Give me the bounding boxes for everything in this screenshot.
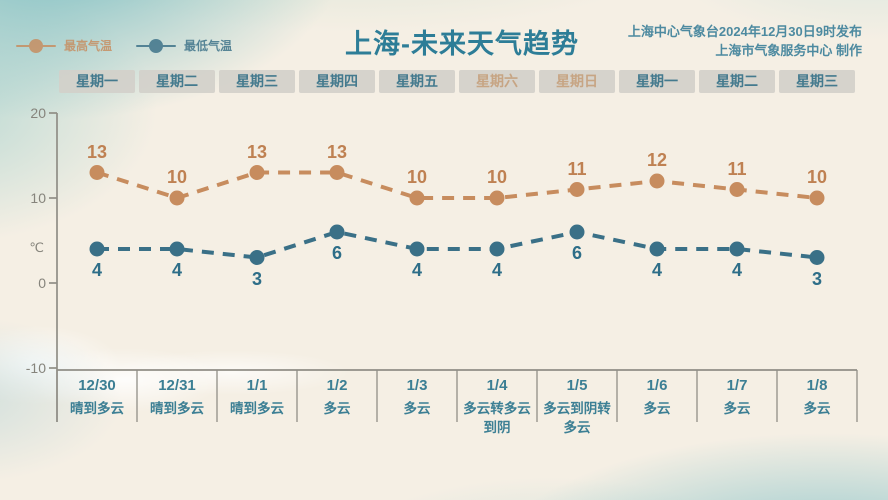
- high-temp-value-1/4: 10: [486, 167, 508, 187]
- weather-label: 多云到阴转多云: [543, 401, 611, 435]
- date-label: 1/3: [406, 377, 428, 394]
- legend-item-high-temp: 最高气温: [16, 37, 112, 54]
- weekday-header-9: 星期二: [699, 70, 775, 93]
- high-temp-value-12/31: 10: [166, 167, 188, 187]
- chart-legend: 最高气温 最低气温: [16, 37, 232, 54]
- weekday-header-3: 星期三: [219, 70, 295, 93]
- low-temp-value-1/6: 4: [651, 260, 662, 280]
- forecast-column-1-5: 1/5 多云到阴转多云: [537, 372, 617, 437]
- legend-label: 最低气温: [184, 39, 233, 53]
- low-temp-value-1/8: 3: [811, 268, 822, 289]
- weather-label: 多云: [723, 401, 751, 416]
- forecast-column-12-30: 12/30 晴到多云: [57, 372, 137, 418]
- weekday-header-4: 星期四: [299, 70, 375, 93]
- low-temp-value-1/3: 4: [411, 260, 422, 280]
- low-temp-value-1/5: 6: [571, 243, 582, 263]
- high-temp-value-1/1: 13: [246, 141, 268, 162]
- low-temp-value-1/4: 4: [491, 260, 502, 280]
- legend-item-low-temp: 最低气温: [136, 37, 232, 54]
- forecast-column-12-31: 12/31 晴到多云: [137, 372, 217, 418]
- low-temp-value-1/7: 4: [731, 260, 742, 280]
- low-temp-value-12/30: 4: [91, 260, 102, 280]
- weekday-header-10: 星期三: [779, 70, 855, 93]
- forecast-column-1-2: 1/2 多云: [297, 372, 377, 418]
- weather-label: 晴到多云: [230, 401, 284, 416]
- date-label: 1/7: [726, 377, 748, 394]
- legend-label: 最高气温: [64, 39, 113, 53]
- low-temp-value-12/31: 4: [171, 260, 182, 280]
- publisher-line2: 上海市气象服务中心 制作: [715, 43, 862, 58]
- forecast-column-1-6: 1/6 多云: [617, 372, 697, 418]
- weekday-header-1: 星期一: [59, 70, 135, 93]
- weather-label: 晴到多云: [70, 401, 124, 416]
- weekday-header-5: 星期五: [379, 70, 455, 93]
- weather-label: 晴到多云: [150, 401, 204, 416]
- weekday-header-2: 星期二: [139, 70, 215, 93]
- date-label: 1/4: [486, 377, 508, 394]
- high-temp-value-1/3: 10: [406, 167, 428, 187]
- y-axis-unit-label: ℃: [29, 240, 44, 255]
- legend-low-temp-marker-icon: [136, 38, 177, 53]
- publisher-line1: 上海中心气象台2024年12月30日9时发布: [627, 24, 862, 39]
- high-temp-value-1/7: 11: [727, 158, 747, 179]
- forecast-column-1-4: 1/4 多云转多云到阴: [457, 372, 537, 437]
- weekday-header-7: 星期日: [539, 70, 615, 93]
- weekday-header-6: 星期六: [459, 70, 535, 93]
- page-title: 上海-未来天气趋势: [345, 29, 579, 59]
- high-temp-value-1/5: 11: [567, 158, 587, 179]
- date-label: 1/6: [646, 377, 668, 394]
- y-tick-label-0: 0: [38, 275, 46, 291]
- forecast-column-1-3: 1/3 多云: [377, 372, 457, 418]
- weather-label: 多云: [403, 401, 431, 416]
- date-label: 12/31: [158, 377, 196, 394]
- forecast-column-1-8: 1/8 多云: [777, 372, 857, 418]
- forecast-column-1-7: 1/7 多云: [697, 372, 777, 418]
- weather-label: 多云: [323, 401, 351, 416]
- low-temp-value-1/1: 3: [251, 268, 262, 289]
- high-temp-value-1/6: 12: [646, 150, 668, 170]
- high-temp-value-1/2: 13: [326, 141, 348, 162]
- date-label: 1/1: [246, 377, 268, 394]
- y-tick-label-10: 10: [30, 190, 46, 206]
- date-label: 12/30: [78, 377, 116, 394]
- y-tick-label--10: -10: [25, 360, 46, 376]
- legend-high-temp-marker-icon: [16, 38, 56, 53]
- high-temp-value-1/8: 10: [806, 167, 828, 187]
- high-temp-value-12/30: 13: [86, 141, 108, 162]
- weekday-header-8: 星期一: [619, 70, 695, 93]
- y-tick-label-20: 20: [30, 105, 46, 121]
- date-label: 1/2: [326, 377, 348, 394]
- weather-label: 多云转多云到阴: [463, 401, 531, 435]
- forecast-column-1-1: 1/1 晴到多云: [217, 372, 297, 418]
- weather-label: 多云: [803, 401, 831, 416]
- publisher-info: 上海中心气象台2024年12月30日9时发布 上海市气象服务中心 制作: [628, 22, 862, 60]
- date-label: 1/8: [806, 377, 828, 394]
- weather-label: 多云: [643, 401, 671, 416]
- date-label: 1/5: [566, 377, 588, 394]
- low-temp-value-1/2: 6: [331, 243, 342, 263]
